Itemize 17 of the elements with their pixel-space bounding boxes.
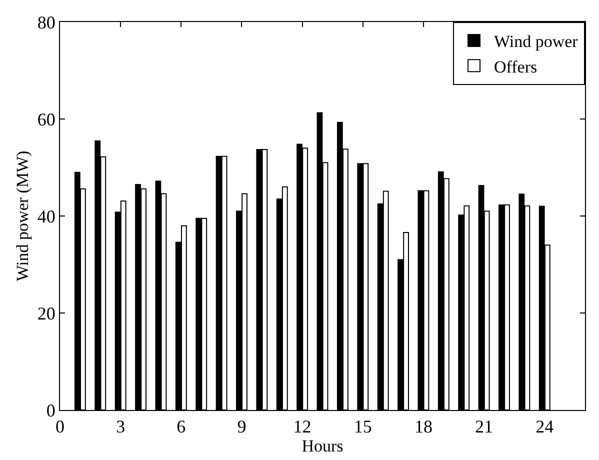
x-tick-label: 15 — [354, 416, 372, 437]
y-tick-label: 80 — [37, 12, 56, 32]
y-tick-label: 40 — [37, 206, 56, 226]
y-tick-label: 20 — [37, 303, 56, 324]
x-tick-label: 24 — [536, 416, 554, 437]
y-axis-title: Wind power (MW) — [12, 150, 32, 282]
y-tick-label: 0 — [46, 400, 56, 420]
x-tick-label: 12 — [293, 416, 312, 437]
y-tick-label: 60 — [37, 109, 56, 130]
legend-label: Offers — [494, 57, 538, 76]
x-tick-label: 9 — [237, 416, 246, 437]
x-tick-label: 3 — [116, 416, 126, 437]
x-tick-label: 18 — [414, 416, 432, 437]
x-axis-title: Hours — [302, 436, 344, 456]
x-tick-label: 6 — [176, 416, 186, 437]
x-tick-label: 21 — [475, 416, 494, 437]
legend-label: Wind power — [494, 32, 578, 52]
